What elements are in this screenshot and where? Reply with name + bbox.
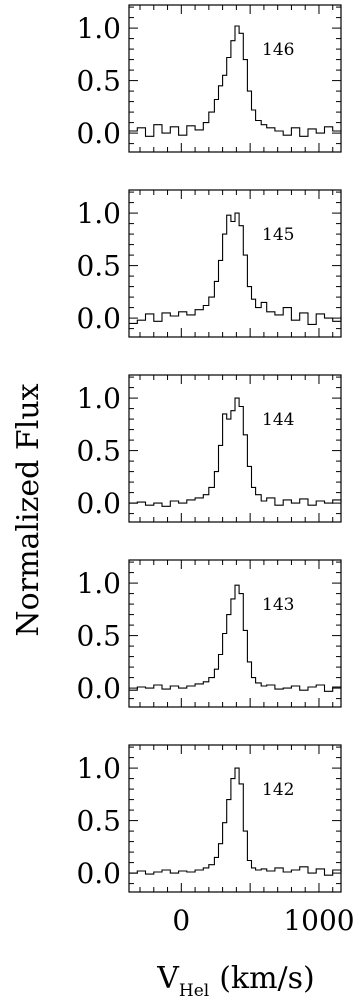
- x-tick-label: 1000: [283, 904, 354, 937]
- panel-frame: [128, 374, 342, 523]
- spectrum-panel-143: 1.0 0.5 0.0 143: [76, 559, 342, 708]
- panel-frame: [128, 559, 342, 708]
- y-tick-label: 0.5: [76, 435, 121, 468]
- y-tick-label: 0.0: [76, 302, 121, 335]
- x-tick-label: 0: [172, 904, 190, 937]
- y-tick-label: 1.0: [76, 567, 121, 600]
- y-tick-label: 0.0: [76, 117, 121, 150]
- spectrum-panel-142: 1.0 0.5 0.0 142: [76, 744, 342, 893]
- x-axis-title-units: (km/s): [219, 961, 315, 996]
- spectrum-panel-145: 1.0 0.5 0.0 145: [76, 189, 342, 338]
- panel-label: 145: [262, 225, 294, 245]
- panel-label: 142: [262, 780, 294, 800]
- panel-frame: [128, 189, 342, 338]
- panel-label: 143: [262, 595, 294, 615]
- spectrum-line: [129, 397, 342, 507]
- y-tick-label: 0.0: [76, 857, 121, 890]
- y-tick-label: 0.5: [76, 620, 121, 653]
- y-tick-label: 0.5: [76, 65, 121, 98]
- panel-label: 146: [262, 40, 294, 60]
- spectrum-panel-146: 1.0 0.5 0.0 146: [76, 4, 342, 153]
- x-axis-title: VHel (km/s): [156, 961, 315, 1001]
- panel-frame: [128, 4, 342, 153]
- y-tick-label: 0.5: [76, 250, 121, 283]
- y-tick-label: 1.0: [76, 382, 121, 415]
- y-tick-label: 0.0: [76, 487, 121, 520]
- panel-frame: [128, 744, 342, 893]
- panel-label: 144: [262, 410, 294, 430]
- y-tick-label: 0.5: [76, 805, 121, 838]
- spectra-panels: 1.0 0.5 0.0 146 1.0 0.5 0.0 145 1.0 0.5 0.0 144 1.0 0…: [76, 4, 355, 937]
- y-tick-label: 1.0: [76, 12, 121, 45]
- y-axis-title: Normalized Flux: [11, 383, 46, 636]
- y-tick-label: 1.0: [76, 197, 121, 230]
- spectrum-line: [129, 767, 342, 876]
- spectrum-panel-144: 1.0 0.5 0.0 144: [76, 374, 342, 523]
- x-axis-title-subscript: Hel: [179, 981, 209, 1001]
- y-tick-label: 1.0: [76, 752, 121, 785]
- x-axis-title-main: V: [156, 961, 180, 996]
- spectrum-line: [129, 584, 342, 692]
- spectrum-line: [129, 25, 342, 137]
- spectrum-line: [129, 212, 342, 325]
- y-tick-label: 0.0: [76, 672, 121, 705]
